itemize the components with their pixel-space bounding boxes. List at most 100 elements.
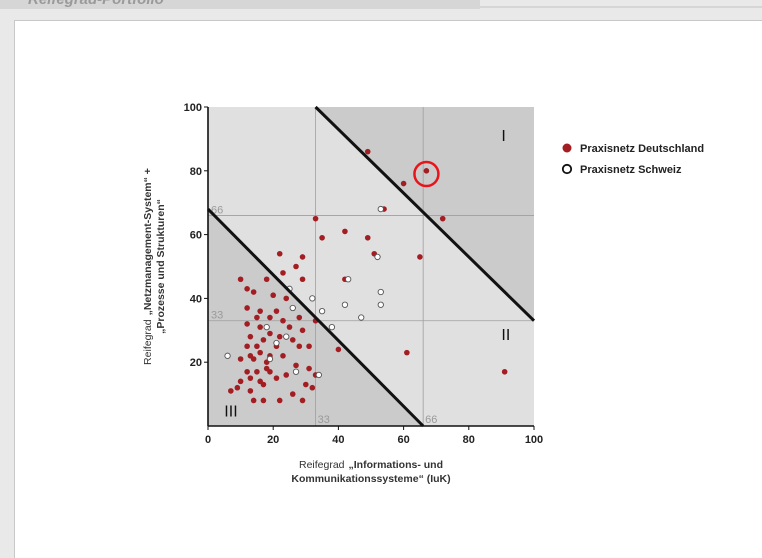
point-deutschland xyxy=(319,234,325,241)
point-deutschland xyxy=(299,327,306,334)
point-schweiz xyxy=(374,253,381,261)
point-schweiz xyxy=(345,276,352,283)
point-deutschland xyxy=(237,378,244,385)
zone-label-iii: III xyxy=(224,403,237,420)
point-schweiz xyxy=(315,371,322,379)
y-tick-label: 40 xyxy=(190,293,202,305)
point-deutschland xyxy=(364,148,371,155)
point-deutschland xyxy=(280,353,286,359)
point-deutschland xyxy=(283,295,290,302)
point-deutschland xyxy=(250,397,257,404)
highlight-circle xyxy=(413,160,440,188)
point-schweiz xyxy=(328,323,336,331)
point-deutschland xyxy=(257,324,263,330)
threshold-line xyxy=(206,208,425,428)
point-deutschland xyxy=(260,381,267,388)
point-deutschland xyxy=(244,343,250,350)
point-deutschland xyxy=(404,349,410,356)
legend-marker-deutschland xyxy=(562,143,572,153)
point-deutschland xyxy=(283,372,290,378)
point-deutschland xyxy=(244,321,250,327)
y-axis-label-light: Reifegrad xyxy=(142,319,154,365)
point-deutschland xyxy=(400,180,407,187)
point-deutschland xyxy=(260,397,267,404)
point-deutschland xyxy=(299,397,306,404)
y-axis-label-bold-1: „Netzmanagement-System“ + xyxy=(142,168,154,315)
boundary-label-y33: 33 xyxy=(211,310,223,322)
x-tick-label: 0 xyxy=(205,434,211,446)
point-deutschland xyxy=(306,365,312,372)
point-deutschland xyxy=(244,286,250,292)
point-deutschland xyxy=(309,384,316,391)
x-tick-label: 100 xyxy=(525,434,543,446)
point-deutschland xyxy=(335,346,342,353)
boundary-label-x33: 33 xyxy=(318,414,330,426)
point-deutschland xyxy=(303,381,309,388)
point-schweiz xyxy=(263,323,270,331)
y-axis-label-group: Reifegrad „Netzmanagement-System“ + „Proze… xyxy=(142,168,167,365)
header-rule xyxy=(480,6,762,8)
point-deutschland xyxy=(417,254,423,260)
point-deutschland xyxy=(260,337,267,343)
point-deutschland xyxy=(501,368,508,375)
y-axis-label-line1: Reifegrad „Netzmanagement-System“ + xyxy=(142,168,154,365)
point-schweiz xyxy=(266,355,274,363)
point-schweiz xyxy=(292,368,300,375)
point-deutschland xyxy=(342,228,348,235)
header-bar: Reifegrad-Portfolio xyxy=(0,0,480,9)
legend-label-deutschland: Praxisnetz Deutschland xyxy=(580,143,704,155)
point-schweiz xyxy=(377,205,384,213)
boundary-label-x66: 66 xyxy=(425,414,437,426)
point-deutschland xyxy=(270,292,276,299)
point-deutschland xyxy=(280,317,286,324)
tick-labels: 0 20 40 60 80 100 20 40 60 80 100 xyxy=(184,102,544,446)
point-deutschland xyxy=(296,314,303,321)
x-tick-label: 60 xyxy=(397,434,409,446)
point-deutschland xyxy=(247,388,254,394)
point-deutschland xyxy=(234,384,241,391)
x-tick-label: 40 xyxy=(332,434,344,446)
x-axis-label-line2: Kommunikationssysteme“ (IuK) xyxy=(291,473,450,485)
point-deutschland xyxy=(257,349,263,356)
point-deutschland xyxy=(293,263,299,270)
axis-titles: Reifegrad „Informations- und Kommunikation… xyxy=(142,168,451,485)
y-axis-label-line2: „Prozesse und Strukturen“ xyxy=(155,199,167,334)
plot-background xyxy=(208,107,534,426)
zone-label-i: I xyxy=(501,128,505,145)
point-deutschland xyxy=(257,308,263,314)
y-tick-label: 60 xyxy=(190,230,202,242)
point-deutschland xyxy=(250,289,257,295)
point-deutschland xyxy=(289,337,296,343)
zone-label-ii: II xyxy=(501,327,510,344)
point-schweiz xyxy=(358,314,365,321)
point-schweiz xyxy=(224,352,231,359)
point-schweiz xyxy=(289,304,296,312)
point-deutschland xyxy=(276,250,283,257)
point-deutschland xyxy=(254,314,260,321)
y-tick-label: 100 xyxy=(184,102,202,114)
point-deutschland xyxy=(280,270,286,276)
legend: Praxisnetz Deutschland Praxisnetz Schweiz xyxy=(561,143,704,176)
point-deutschland xyxy=(286,324,293,330)
point-schweiz xyxy=(283,333,290,340)
point-deutschland xyxy=(439,215,446,222)
legend-label-schweiz: Praxisnetz Schweiz xyxy=(580,164,682,176)
point-deutschland xyxy=(273,375,280,381)
point-deutschland xyxy=(299,254,306,260)
point-deutschland xyxy=(250,356,257,362)
point-deutschland xyxy=(276,397,283,404)
point-deutschland xyxy=(254,368,260,375)
point-deutschland xyxy=(312,215,319,222)
point-deutschland xyxy=(237,276,244,283)
x-axis-label-line1: Reifegrad „Informations- und xyxy=(299,459,443,471)
y-tick-label: 20 xyxy=(190,357,202,369)
threshold-lines xyxy=(206,105,536,428)
point-schweiz xyxy=(341,301,349,308)
point-deutschland xyxy=(267,330,273,337)
point-deutschland xyxy=(299,276,306,283)
point-deutschland xyxy=(228,388,234,394)
point-deutschland xyxy=(423,168,430,174)
y-tick-label: 80 xyxy=(190,166,202,178)
point-deutschland xyxy=(306,343,312,350)
